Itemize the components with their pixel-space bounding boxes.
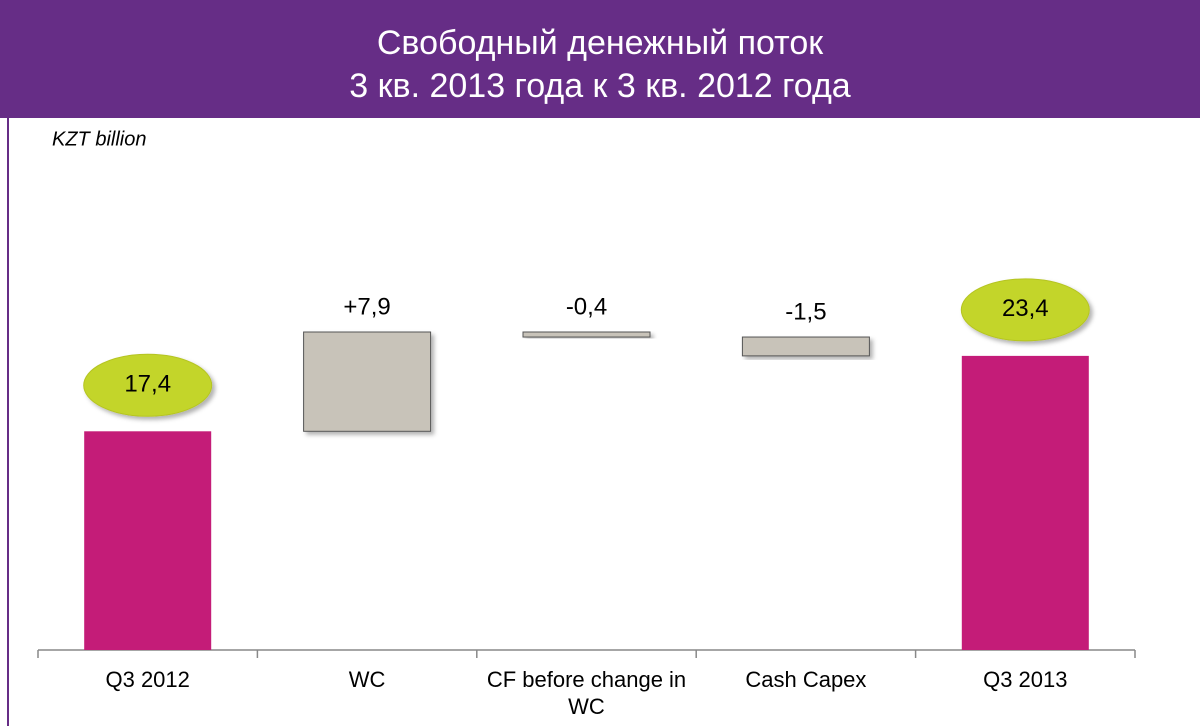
x-tick-label: WC <box>348 667 386 692</box>
bar <box>961 355 1089 650</box>
header-band <box>0 0 1200 118</box>
bar <box>522 331 651 338</box>
value-label: 17,4 <box>124 371 171 398</box>
bar <box>303 331 432 432</box>
value-badge <box>83 353 213 417</box>
bar <box>84 431 212 650</box>
x-tick-label: CF before change in WC <box>486 667 687 719</box>
x-tick-label: Cash Capex <box>745 667 867 692</box>
value-label: -1,5 <box>785 298 826 325</box>
value-label: +7,9 <box>343 293 390 320</box>
value-label: 23,4 <box>1002 295 1049 322</box>
title-line: 3 кв. 2013 года к 3 кв. 2012 года <box>349 67 851 105</box>
value-label: -0,4 <box>566 293 607 320</box>
unit-label: KZT billion <box>52 128 146 150</box>
x-tick-label: Q3 2013 <box>983 667 1068 692</box>
value-badge <box>960 278 1090 342</box>
bar <box>741 336 870 357</box>
title-line: Свободный денежный поток <box>377 24 824 62</box>
x-tick-label: Q3 2012 <box>105 667 190 692</box>
